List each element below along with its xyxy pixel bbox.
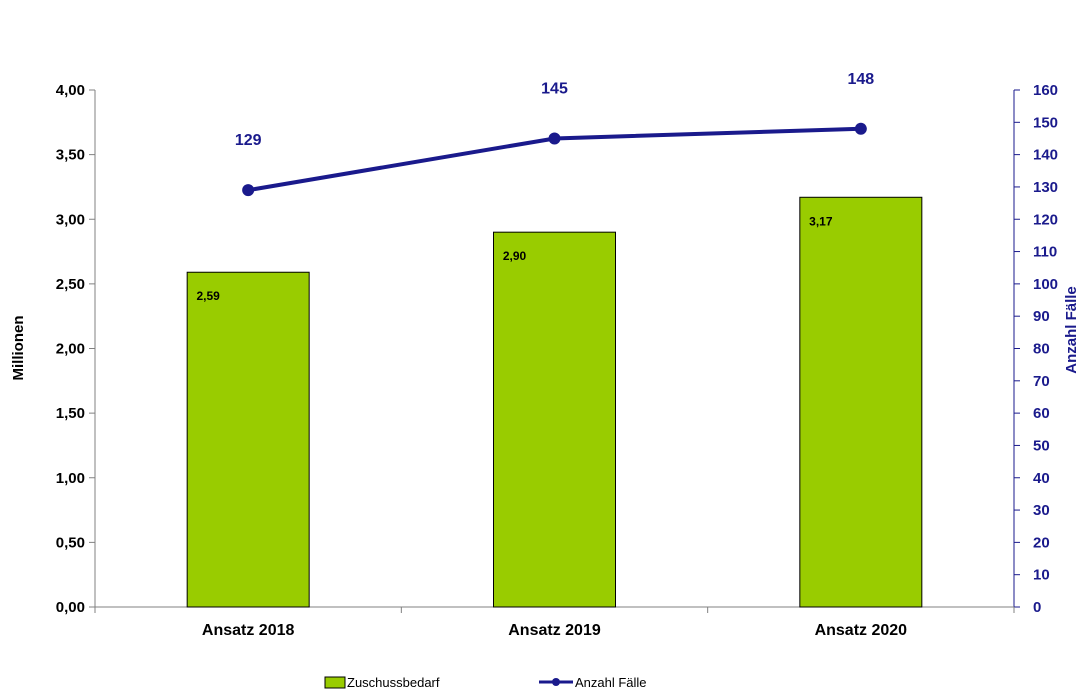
y-tick-label: 2,00 — [56, 341, 85, 358]
chart-axes: 0,00 0,50 1,00 1,50 2,00 2,50 3,00 3,50 4,00 0 10 2… — [56, 82, 1058, 639]
y2-tick-label: 110 — [1033, 244, 1057, 261]
line-data-label: 148 — [847, 71, 874, 88]
legend-label-bar: Zuschussbedarf — [347, 675, 440, 690]
y2-tick-label: 0 — [1033, 599, 1041, 616]
y2-tick-label: 60 — [1033, 405, 1050, 422]
y-tick-label: 1,50 — [56, 405, 85, 422]
y-axis-title: Millionen — [10, 316, 27, 381]
y2-tick-label: 130 — [1033, 179, 1058, 196]
y2-tick-label: 160 — [1033, 82, 1058, 99]
chart-labels: 2,59 2,90 3,17 129 145 148 — [196, 71, 874, 303]
y-tick-label: 0,50 — [56, 534, 85, 551]
line-data-label: 145 — [541, 80, 568, 97]
y-tick-label: 3,50 — [56, 147, 85, 164]
y-tick-label: 1,00 — [56, 470, 85, 487]
legend-swatch-bar — [324, 676, 346, 689]
y2-tick-label: 120 — [1033, 211, 1058, 228]
line-marker — [854, 122, 867, 135]
y2-tick-label: 20 — [1033, 534, 1050, 551]
y-tick-label: 2,50 — [56, 276, 85, 293]
y2-tick-label: 90 — [1033, 308, 1050, 325]
y-tick-label: 0,00 — [56, 599, 85, 616]
y2-tick-label: 100 — [1033, 276, 1058, 293]
bar — [493, 231, 616, 608]
bar — [799, 196, 923, 608]
bar — [186, 271, 310, 608]
x-tick-label: Ansatz 2018 — [202, 622, 295, 639]
y2-tick-label: 40 — [1033, 470, 1050, 487]
y2-axis-title: Anzahl Fälle — [1063, 286, 1080, 374]
x-tick-label: Ansatz 2020 — [815, 622, 908, 639]
y2-tick-label: 10 — [1033, 567, 1050, 584]
y2-tick-label: 70 — [1033, 373, 1050, 390]
line-marker — [548, 132, 561, 145]
line-data-label: 129 — [235, 132, 262, 149]
legend-label-line: Anzahl Fälle — [575, 675, 647, 690]
legend-swatch-marker — [552, 678, 560, 686]
line-marker — [242, 184, 255, 197]
x-tick-label: Ansatz 2019 — [508, 622, 601, 639]
bar-series — [186, 196, 923, 608]
y-tick-label: 3,00 — [56, 211, 85, 228]
y2-tick-label: 150 — [1033, 114, 1058, 131]
y2-tick-label: 50 — [1033, 437, 1050, 454]
y2-tick-label: 80 — [1033, 341, 1050, 358]
bar-data-label: 3,17 — [809, 214, 833, 228]
y2-tick-label: 140 — [1033, 147, 1058, 164]
y2-tick-label: 30 — [1033, 502, 1050, 519]
line-series — [242, 122, 867, 197]
bar-data-label: 2,59 — [196, 289, 220, 303]
y-tick-label: 4,00 — [56, 82, 85, 99]
bar-data-label: 2,90 — [503, 249, 527, 263]
legend: Zuschussbedarf Anzahl Fälle — [324, 675, 647, 690]
